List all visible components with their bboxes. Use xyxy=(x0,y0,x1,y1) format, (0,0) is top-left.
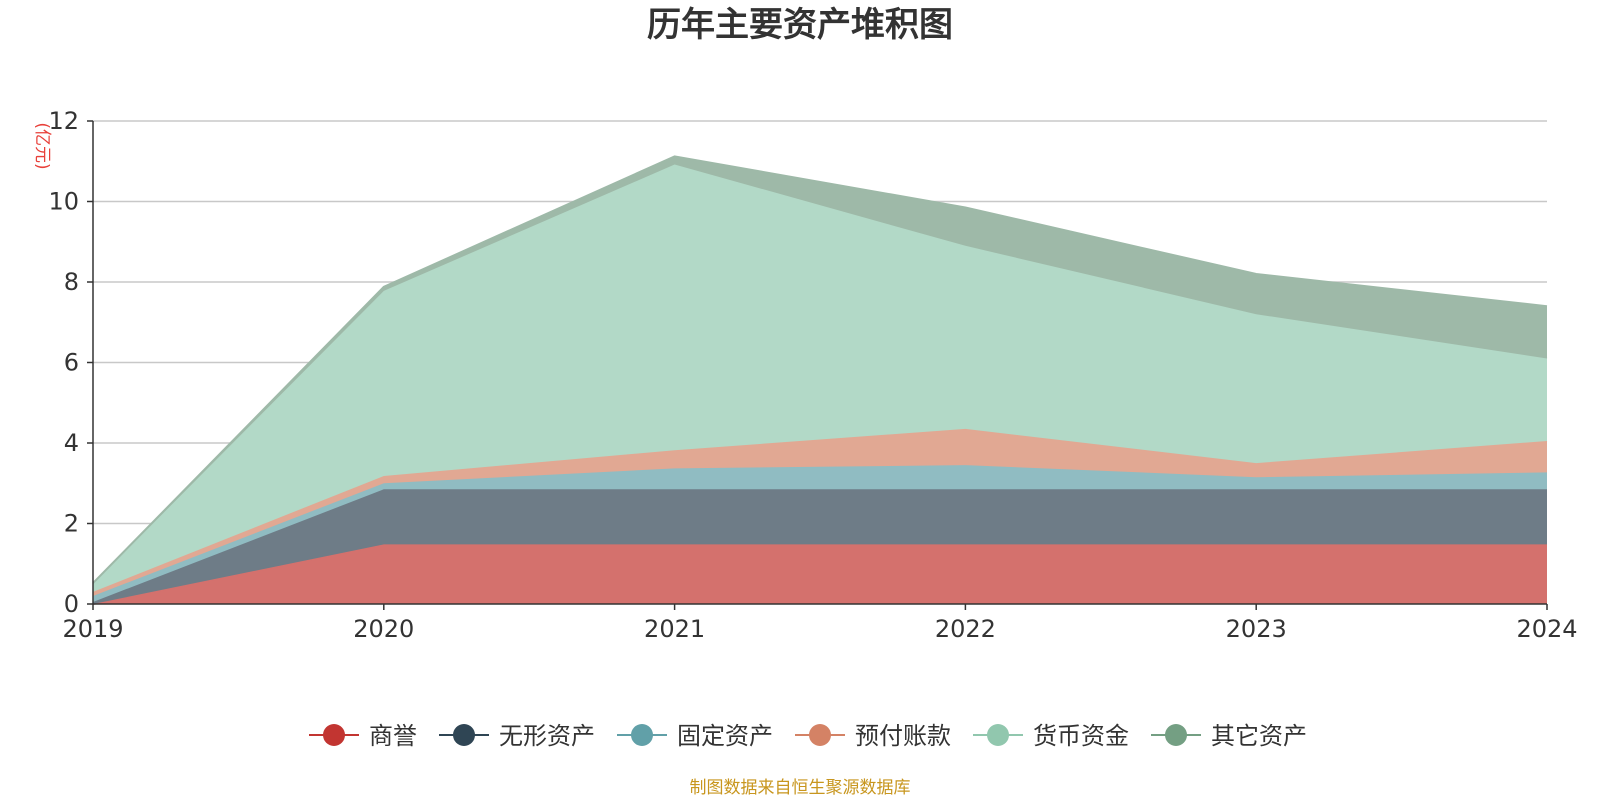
area-series-4 xyxy=(93,164,1547,592)
legend-label: 无形资产 xyxy=(499,722,595,750)
chart-title: 历年主要资产堆积图 xyxy=(647,5,953,45)
legend-item-3[interactable]: 预付账款 xyxy=(795,722,951,750)
legend: 商誉 无形资产 固定资产 预付账款 货币资金 其它资产 xyxy=(309,722,1307,750)
legend-marker-icon xyxy=(1165,724,1187,746)
area-series-0 xyxy=(93,544,1547,604)
y-tick-label: 6 xyxy=(64,349,79,377)
legend-marker-icon xyxy=(987,724,1009,746)
area-series-2 xyxy=(93,465,1547,602)
y-axis-unit-label: (亿元) xyxy=(32,122,52,169)
line-series-5 xyxy=(92,155,1548,584)
legend-item-4[interactable]: 货币资金 xyxy=(973,722,1129,750)
legend-item-2[interactable]: 固定资产 xyxy=(617,722,773,750)
x-tick-label: 2020 xyxy=(353,615,414,643)
legend-label: 货币资金 xyxy=(1033,722,1129,750)
legend-marker-icon xyxy=(809,724,831,746)
y-tick-label: 0 xyxy=(64,590,79,618)
legend-label: 其它资产 xyxy=(1211,722,1307,750)
area-layer xyxy=(92,155,1548,605)
legend-marker-icon xyxy=(631,724,653,746)
legend-marker-icon xyxy=(323,724,345,746)
x-tick-label: 2021 xyxy=(644,615,705,643)
x-tick-label: 2022 xyxy=(935,615,996,643)
y-tick-label: 8 xyxy=(64,268,79,296)
axis-layer: 0 2 4 6 8 10 12 2019 2020 2021 2022 2023 2024 (亿元) xyxy=(32,107,1578,643)
legend-label: 预付账款 xyxy=(855,722,951,750)
source-note: 制图数据来自恒生聚源数据库 xyxy=(689,778,911,798)
y-tick-label: 2 xyxy=(64,510,79,538)
area-series-1 xyxy=(93,489,1547,604)
legend-item-0[interactable]: 商誉 xyxy=(309,722,417,750)
legend-item-5[interactable]: 其它资产 xyxy=(1151,722,1307,750)
legend-item-1[interactable]: 无形资产 xyxy=(439,722,595,750)
legend-marker-icon xyxy=(453,724,475,746)
y-tick-label: 4 xyxy=(64,429,79,457)
y-tick-label: 12 xyxy=(48,107,79,135)
y-tick-label: 10 xyxy=(48,188,79,216)
x-tick-label: 2019 xyxy=(62,615,123,643)
x-tick-label: 2024 xyxy=(1516,615,1577,643)
area-series-3 xyxy=(93,428,1547,596)
legend-label: 固定资产 xyxy=(677,722,773,750)
area-series-5 xyxy=(93,156,1547,584)
x-tick-label: 2023 xyxy=(1226,615,1287,643)
legend-label: 商誉 xyxy=(369,722,417,750)
